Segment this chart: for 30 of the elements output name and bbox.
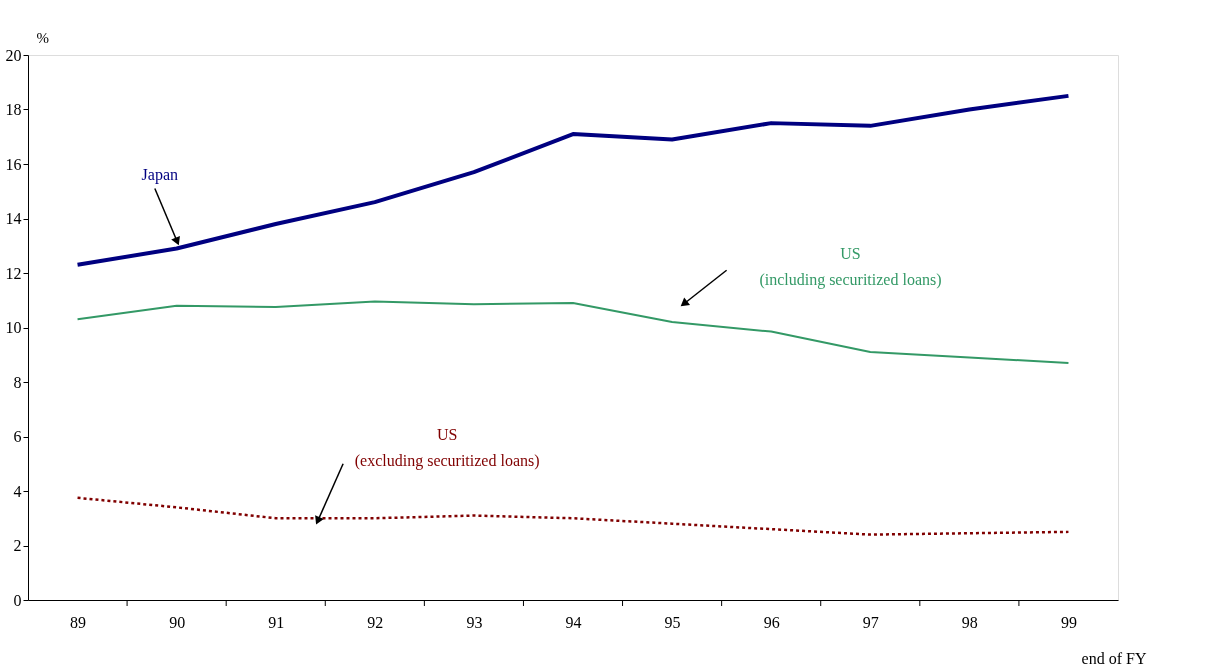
line-series bbox=[76, 496, 1070, 536]
y-tick-label: 12 bbox=[5, 264, 22, 282]
x-tick-label: 99 bbox=[1060, 613, 1077, 631]
x-tick-label: 93 bbox=[466, 613, 483, 631]
text: Japan bbox=[141, 165, 179, 184]
y-tick-label: 20 bbox=[5, 46, 22, 64]
y-tick-label: 0 bbox=[13, 591, 22, 609]
x-tick-label: 92 bbox=[367, 613, 384, 631]
y-axis-title: % bbox=[36, 29, 49, 46]
x-tick-label: 98 bbox=[961, 613, 978, 631]
y-tick-label: 14 bbox=[5, 210, 22, 227]
x-tick-label: 94 bbox=[565, 613, 582, 631]
y-tick-label: 10 bbox=[5, 319, 22, 336]
x-tick-label: 90 bbox=[169, 613, 186, 631]
x-axis-title: end of FY bbox=[1081, 649, 1147, 664]
y-tick-label: 18 bbox=[5, 101, 22, 118]
text: US (including securitized loans) bbox=[759, 244, 942, 289]
line-series bbox=[76, 300, 1070, 364]
y-tick-label: 2 bbox=[13, 537, 22, 554]
x-tick-label: 96 bbox=[763, 613, 780, 631]
y-tick-label: 8 bbox=[13, 373, 22, 391]
x-tick-label: 97 bbox=[862, 613, 879, 631]
x-tick-label: 91 bbox=[268, 613, 285, 631]
x-tick-label: 89 bbox=[70, 613, 87, 631]
text: US (excluding securitized loans) bbox=[354, 426, 540, 471]
line-series bbox=[75, 93, 1071, 267]
y-tick-label: 4 bbox=[13, 482, 22, 500]
x-tick-label: 95 bbox=[664, 613, 681, 631]
y-tick-label: 6 bbox=[13, 428, 22, 445]
y-tick-label: 16 bbox=[5, 155, 22, 173]
